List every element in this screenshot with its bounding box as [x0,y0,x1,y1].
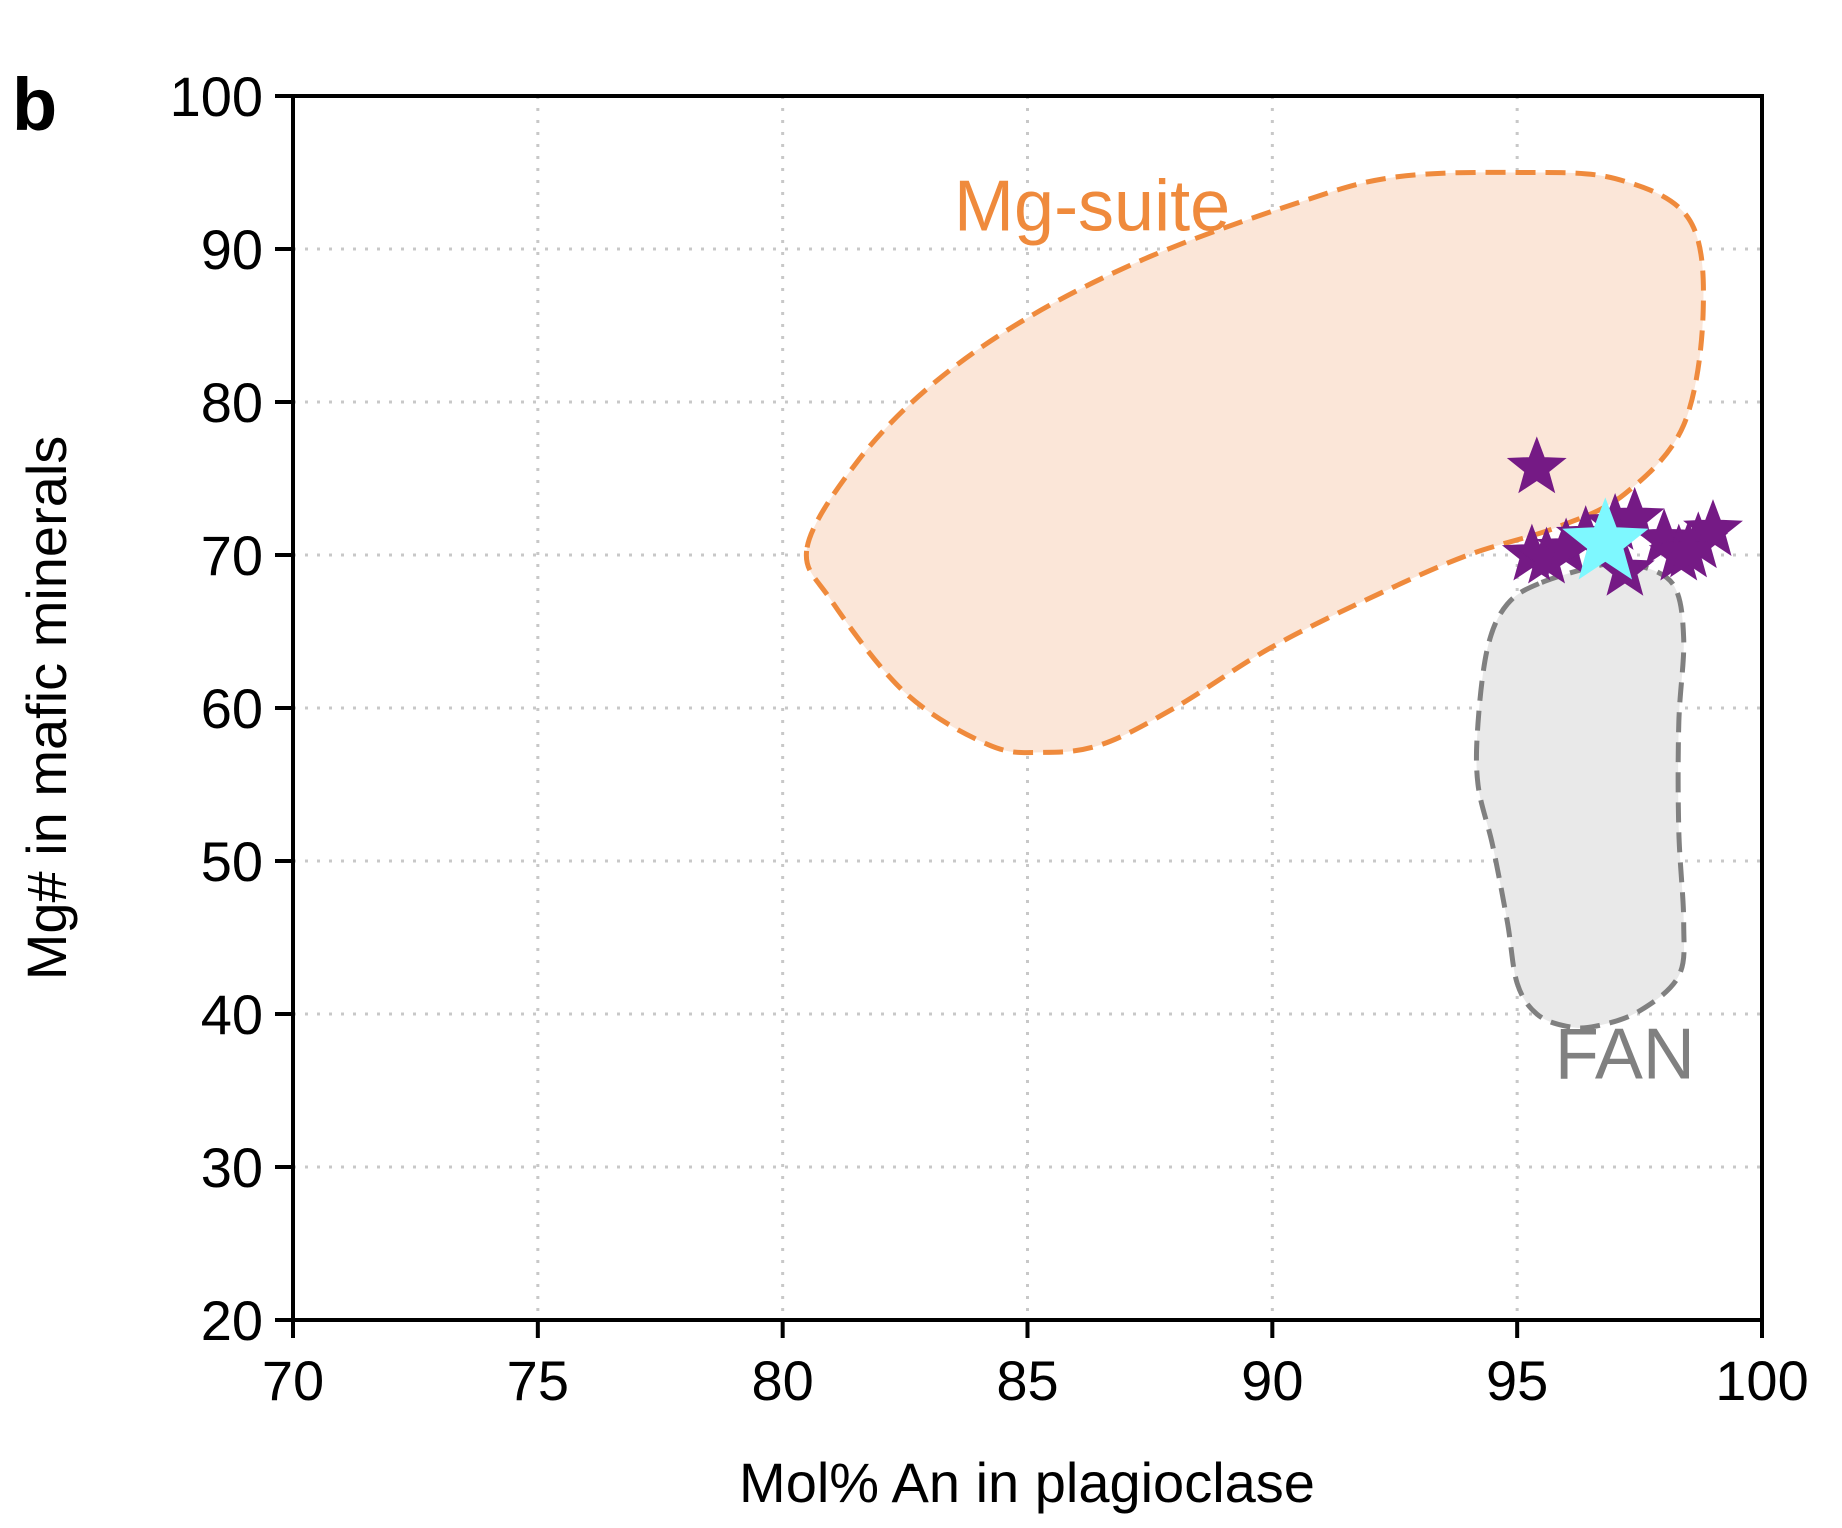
data-point-star [1658,520,1719,578]
data-point-star [1506,436,1567,494]
regions-layer [803,169,1706,1031]
y-tick-label: 20 [201,1289,263,1352]
x-tick-label: 85 [996,1349,1058,1412]
region-mg-suite-outline [803,169,1706,756]
region-label-mg-suite: Mg-suite [954,167,1230,247]
y-tick-label: 80 [201,371,263,434]
x-tick-label: 75 [507,1349,569,1412]
x-tick-label: 100 [1715,1349,1808,1412]
region-labels: Mg-suite FAN [954,167,1695,1095]
y-axis-ticks: 20 30 40 50 60 70 80 90 100 [170,65,293,1352]
x-axis-label: Mol% An in plagioclase [739,1451,1315,1514]
data-point-star [1562,497,1649,580]
y-tick-label: 40 [201,983,263,1046]
x-tick-label: 70 [262,1349,324,1412]
y-axis-label: Mg# in mafic minerals [15,436,78,981]
x-tick-label: 95 [1486,1349,1548,1412]
x-tick-label: 80 [752,1349,814,1412]
x-tick-label: 90 [1241,1349,1303,1412]
region-fan-outline [1473,559,1687,1031]
y-tick-label: 60 [201,677,263,740]
y-tick-label: 100 [170,65,263,128]
panel-label: b [12,63,57,146]
y-tick-label: 30 [201,1136,263,1199]
x-axis-ticks: 70 75 80 85 90 95 100 [262,1320,1809,1412]
data-points-layer [1501,436,1743,596]
y-tick-label: 50 [201,830,263,893]
region-label-fan: FAN [1555,1014,1695,1094]
y-tick-label: 70 [201,524,263,587]
y-tick-label: 90 [201,218,263,281]
